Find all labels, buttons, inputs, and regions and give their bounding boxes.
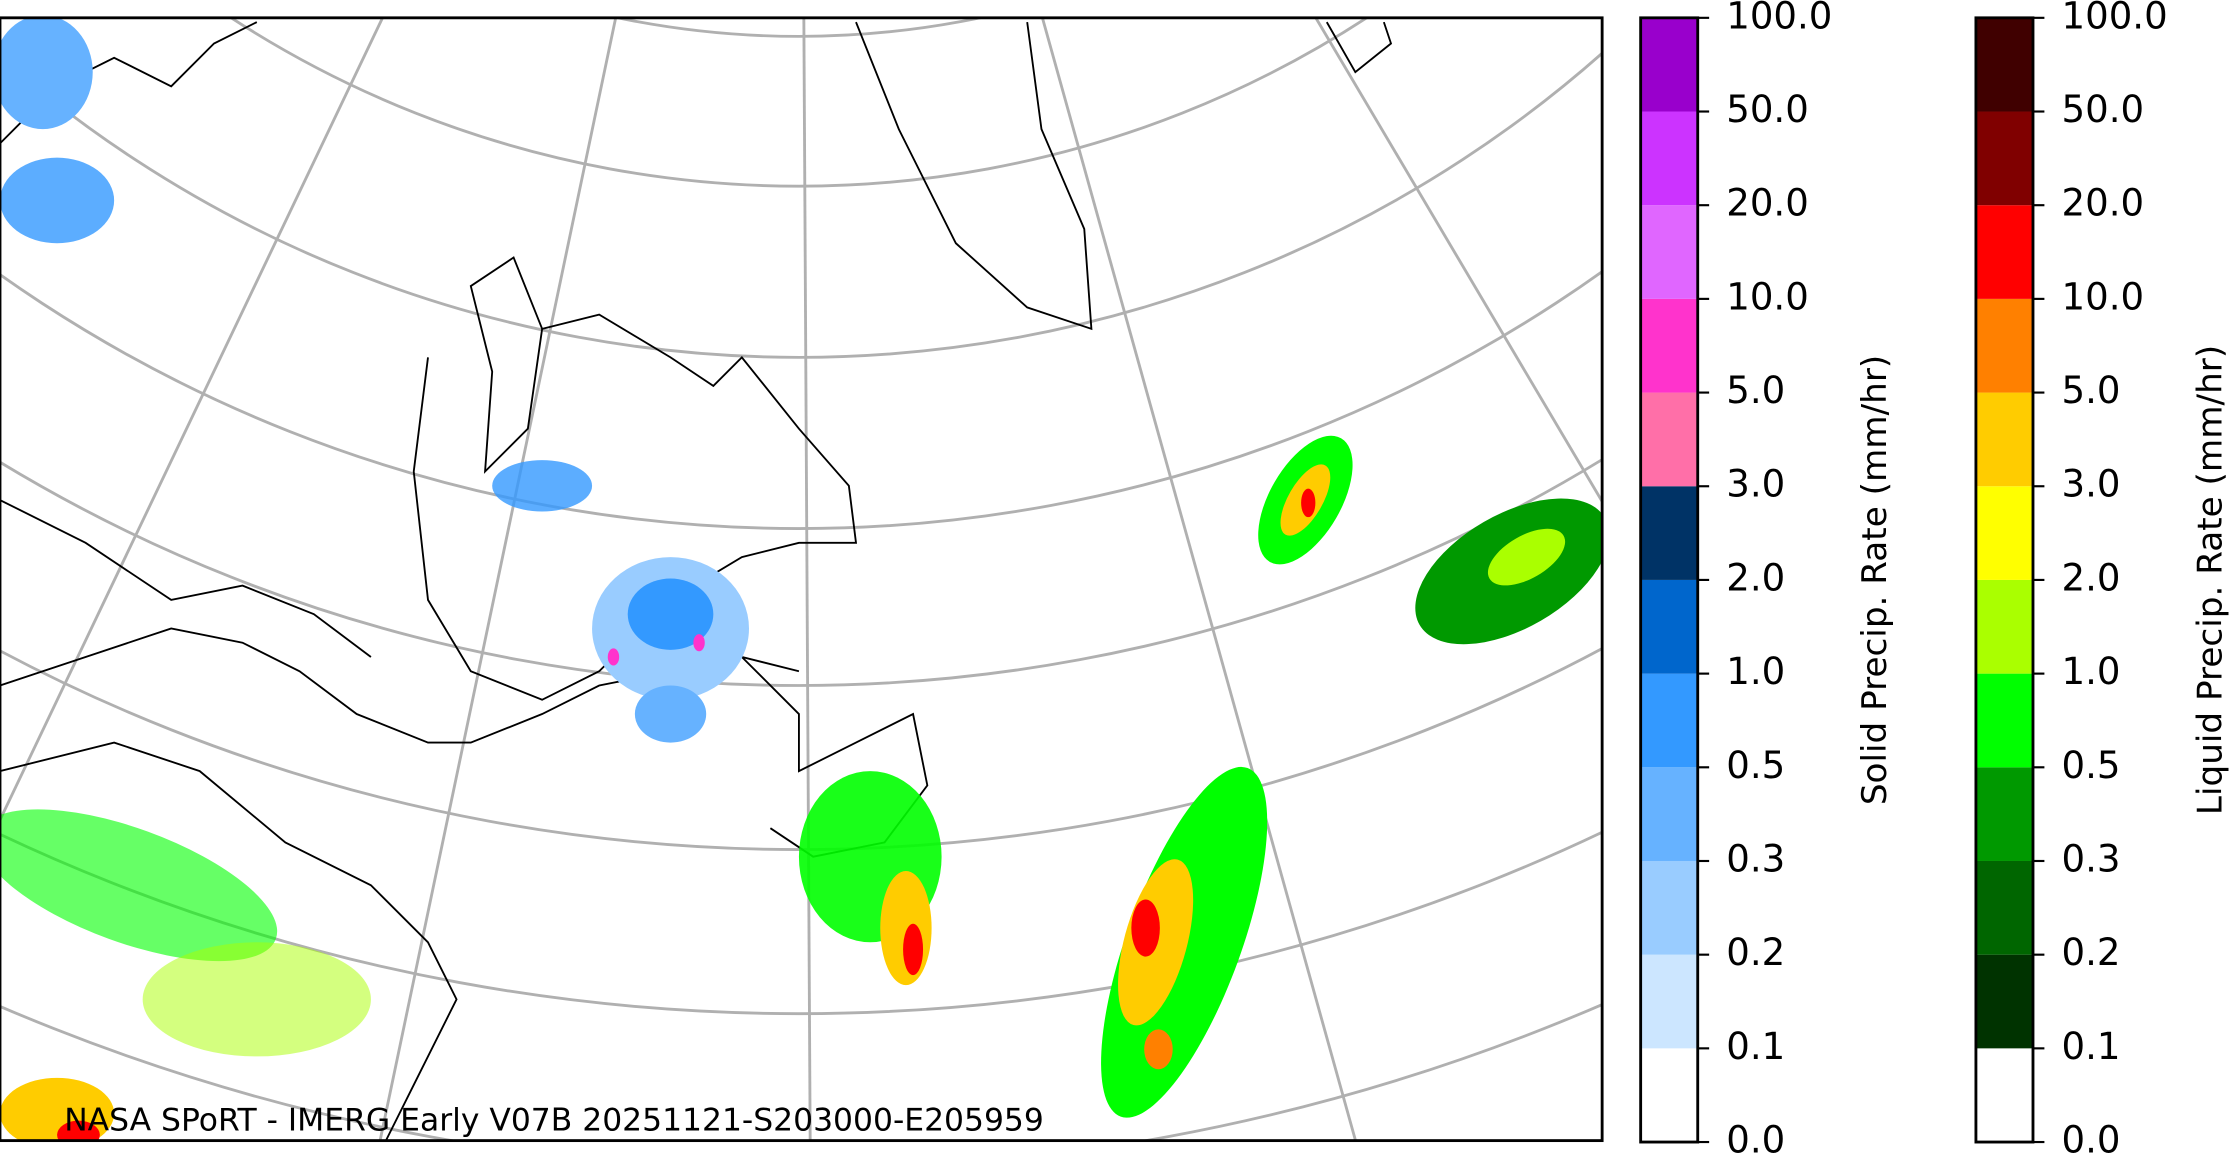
colorbar-segment [1640, 111, 1698, 206]
colorbar-segment [1975, 111, 2033, 206]
colorbar-label: Solid Precip. Rate (mm/hr) [1855, 355, 1895, 805]
colorbar-tick-label: 2.0 [2062, 556, 2121, 599]
colorbar-tick-label: 0.0 [2062, 1119, 2121, 1162]
colorbar-tick-label: 10.0 [1726, 275, 1809, 318]
colorbar-tick-label: 1.0 [1726, 650, 1785, 693]
precipitation [0, 17, 1603, 1141]
colorbar-tick-label: 3.0 [1726, 463, 1785, 506]
colorbar-segment [1975, 579, 2033, 674]
colorbar-tick-label: 20.0 [2062, 182, 2145, 225]
colorbar-tick-label: 0.1 [1726, 1025, 1785, 1068]
colorbar-segment [1975, 673, 2033, 768]
colorbar-tick-label: 0.2 [2062, 931, 2121, 974]
colorbar-tick-label: 1.0 [2062, 650, 2121, 693]
colorbar-tick-label: 3.0 [2062, 463, 2121, 506]
colorbar-segment [1640, 392, 1698, 487]
colorbar-tick-label: 20.0 [1726, 182, 1809, 225]
colorbar-tick-label: 100.0 [1726, 0, 1832, 37]
colorbar-segment [1640, 954, 1698, 1049]
colorbar-segment [1640, 673, 1698, 768]
colorbar-tick-label: 0.5 [1726, 744, 1785, 787]
colorbar-segment [1975, 298, 2033, 393]
colorbar-tick-label: 5.0 [2062, 369, 2121, 412]
colorbar-tick-label: 50.0 [1726, 88, 1809, 131]
colorbar-segment [1640, 579, 1698, 674]
colorbar-segment [1975, 1048, 2033, 1143]
colorbar-tick-label: 50.0 [2062, 88, 2145, 131]
colorbar-segment [1640, 298, 1698, 393]
colorbar-tick-label: 10.0 [2062, 275, 2145, 318]
colorbar-segment [1975, 392, 2033, 487]
colorbar-tick-label: 0.0 [1726, 1119, 1785, 1162]
map-frame [0, 16, 1604, 1143]
colorbar-segment [1640, 767, 1698, 861]
colorbar-tick-label: 0.2 [1726, 931, 1785, 974]
colorbar-tick-label: 5.0 [1726, 369, 1785, 412]
colorbar-label: Liquid Precip. Rate (mm/hr) [2190, 345, 2230, 815]
colorbar-tick-label: 0.3 [1726, 837, 1785, 880]
map-caption: NASA SPoRT - IMERG Early V07B 20251121-S… [64, 1103, 1044, 1139]
colorbar-segment [1975, 860, 2033, 955]
colorbar-segment [1975, 486, 2033, 580]
colorbar-segment [1640, 1048, 1698, 1143]
colorbar-segment [1640, 860, 1698, 955]
colorbar-tick-label: 100.0 [2062, 0, 2168, 37]
colorbar-segment [1640, 486, 1698, 580]
colorbar-segment [1640, 205, 1698, 299]
colorbar-segment [1640, 17, 1698, 112]
colorbar-tick-label: 0.5 [2062, 744, 2121, 787]
colorbar-tick-label: 0.1 [2062, 1025, 2121, 1068]
colorbar-segment [1975, 767, 2033, 861]
colorbar-tick-label: 2.0 [1726, 556, 1785, 599]
colorbar-segment [1975, 205, 2033, 299]
colorbar-segment [1975, 954, 2033, 1049]
colorbar-segment [1975, 17, 2033, 112]
colorbar-tick-label: 0.3 [2062, 837, 2121, 880]
